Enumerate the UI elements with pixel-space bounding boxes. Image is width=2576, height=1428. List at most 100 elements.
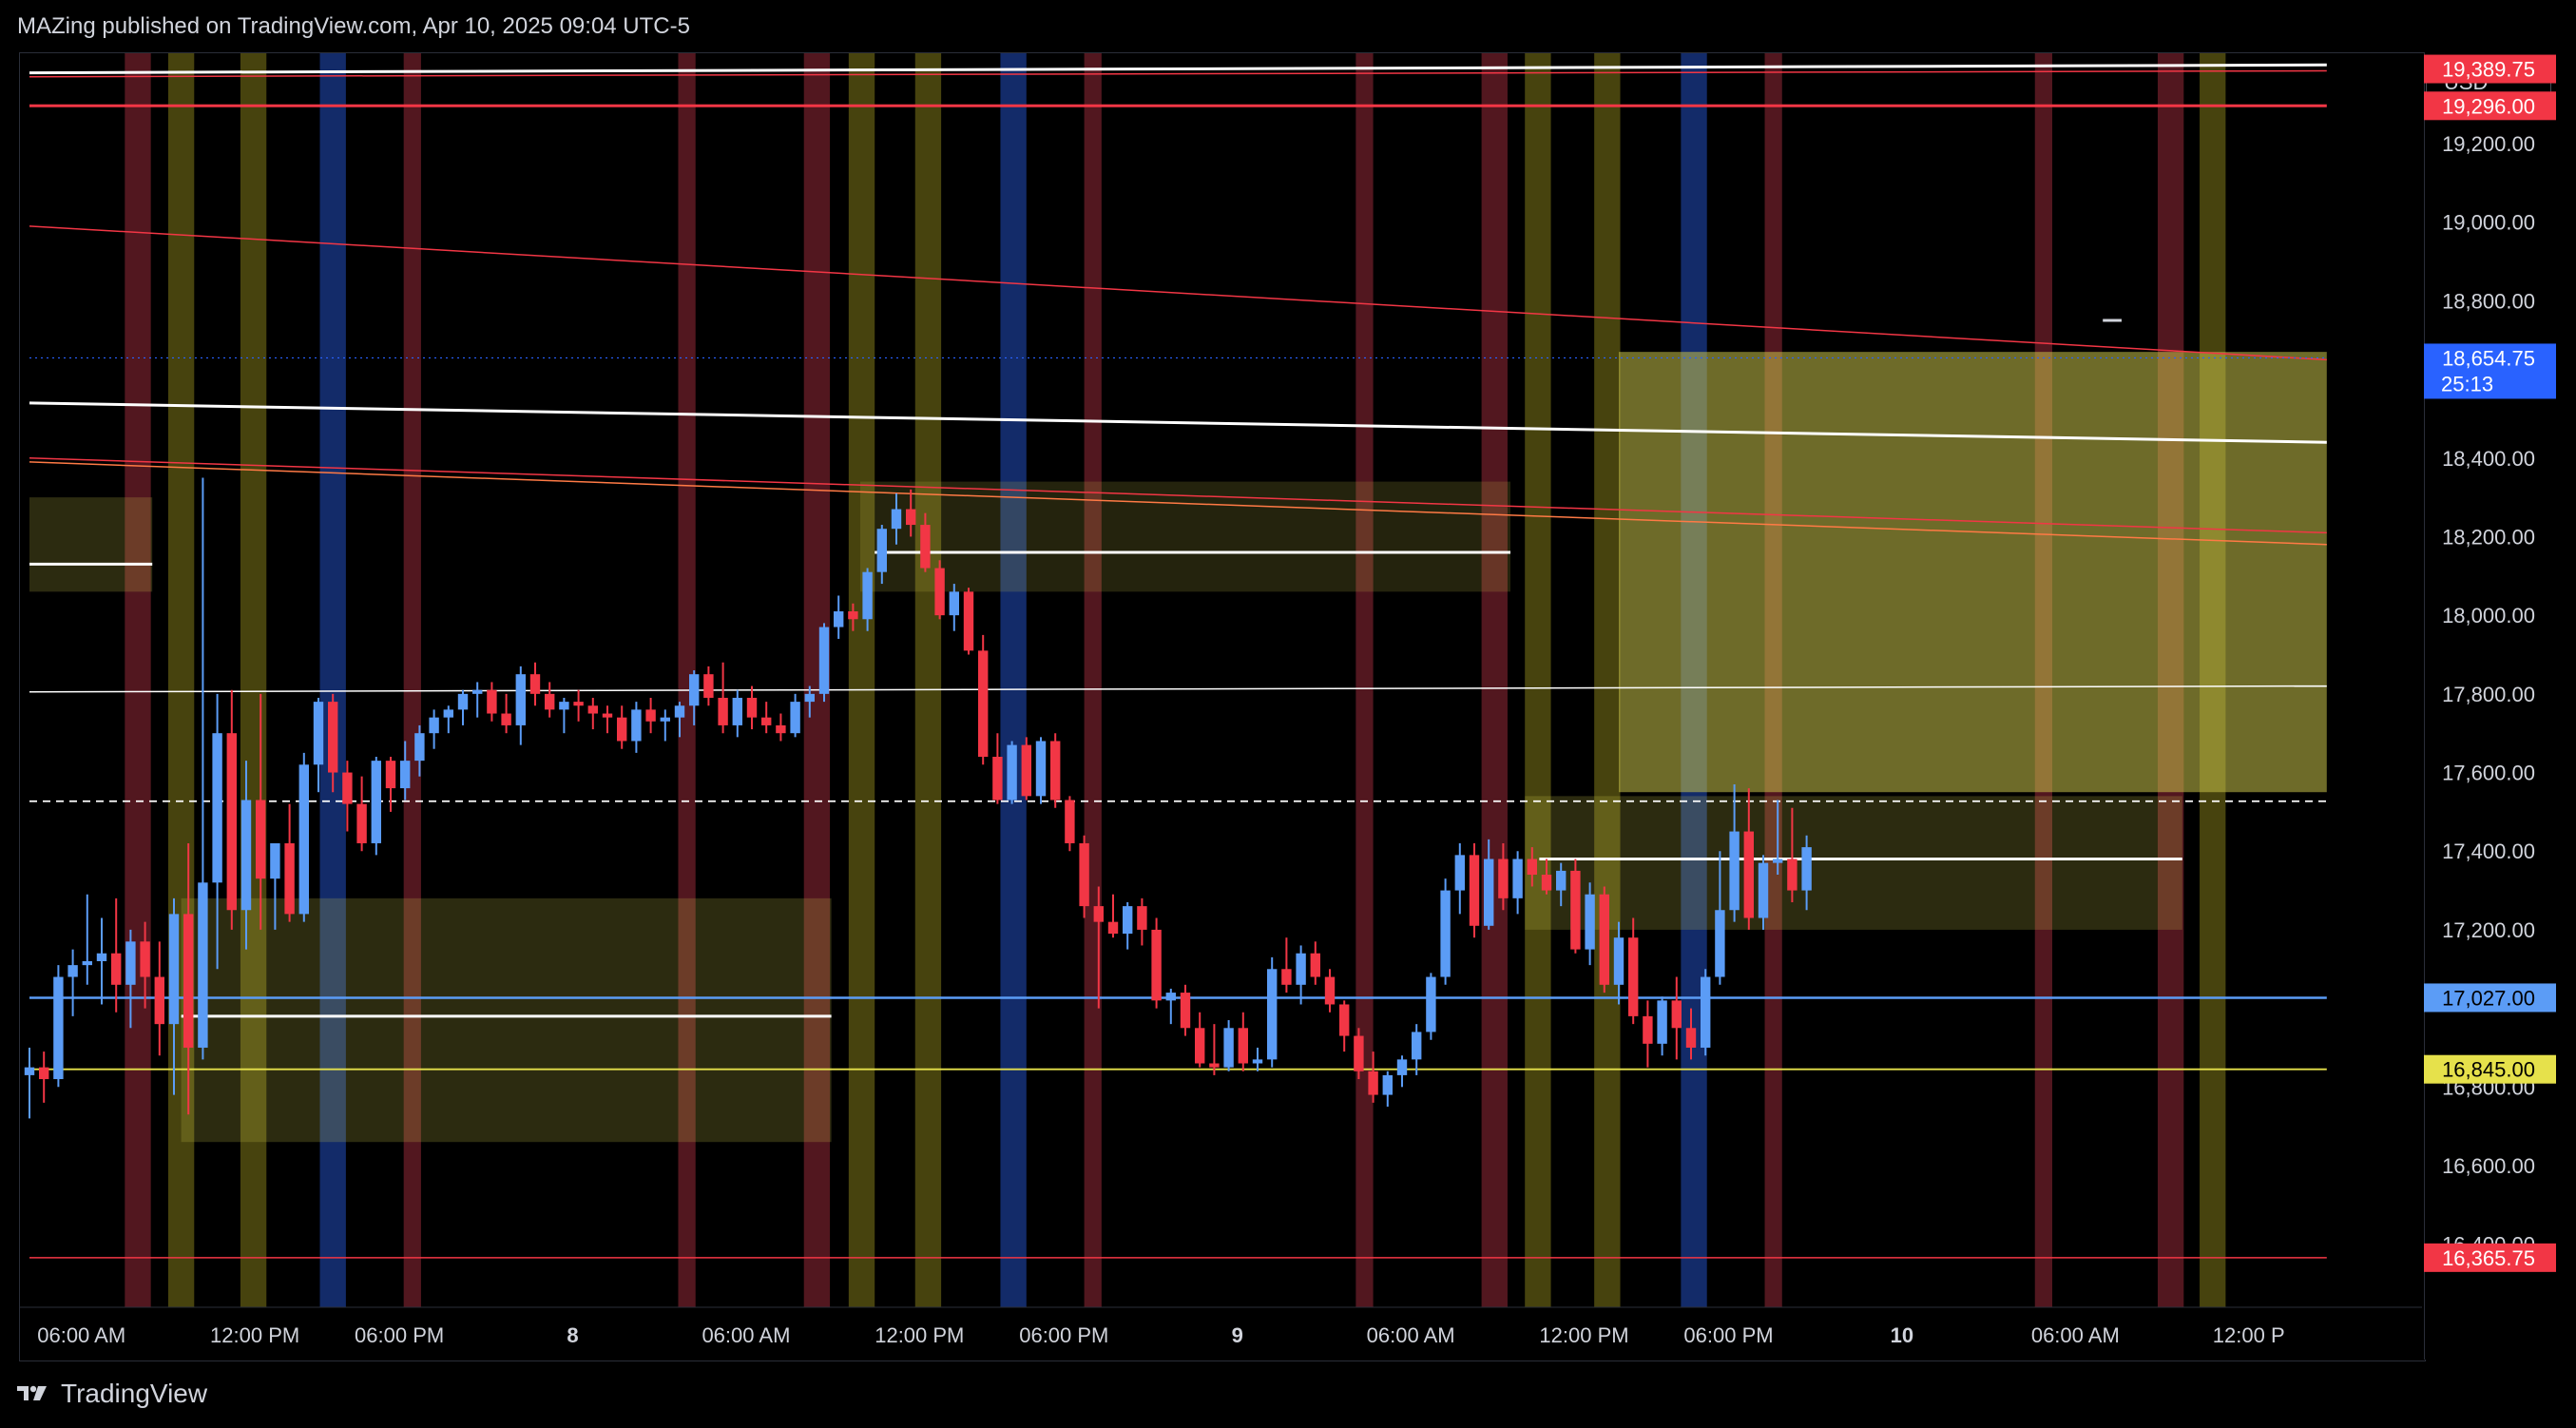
price-badge-label: 18,654.75 bbox=[2442, 346, 2535, 370]
candle-body bbox=[270, 842, 280, 879]
price-zone bbox=[1619, 352, 2327, 793]
candle-body bbox=[82, 961, 92, 966]
candle-body bbox=[1035, 741, 1047, 797]
candle-body bbox=[212, 733, 222, 883]
killzone-red bbox=[125, 53, 151, 1307]
candle-body bbox=[385, 761, 396, 789]
candle-body bbox=[1498, 859, 1509, 898]
x-tick-label: 12:00 PM bbox=[875, 1323, 964, 1347]
candle-body bbox=[1787, 859, 1797, 891]
candle-body bbox=[111, 953, 122, 985]
price-badge-label: 17,027.00 bbox=[2442, 986, 2535, 1010]
candle-body bbox=[949, 591, 959, 616]
candle-body bbox=[862, 571, 873, 620]
candle-body bbox=[1469, 855, 1480, 926]
candle-body bbox=[429, 717, 439, 734]
y-tick-label: 17,800.00 bbox=[2442, 683, 2535, 706]
killzone-yellow bbox=[1525, 53, 1551, 1307]
level-line bbox=[29, 69, 2327, 78]
candle-body bbox=[746, 697, 758, 718]
price-badge-label: 16,365.75 bbox=[2442, 1246, 2535, 1270]
killzone-blue bbox=[319, 53, 346, 1307]
candle-body bbox=[818, 627, 830, 694]
candle-body bbox=[198, 882, 208, 1048]
y-tick-label: 19,200.00 bbox=[2442, 132, 2535, 156]
candle-body bbox=[1440, 890, 1451, 977]
x-tick-label: 9 bbox=[1232, 1323, 1243, 1347]
countdown-label: 25:13 bbox=[2441, 372, 2493, 396]
killzone-red bbox=[678, 53, 696, 1307]
candle-body bbox=[1454, 855, 1465, 891]
candle-body bbox=[1484, 859, 1494, 926]
candle-body bbox=[1050, 741, 1061, 801]
candle-body bbox=[1729, 831, 1740, 911]
candle-body bbox=[920, 525, 931, 569]
price-badge bbox=[2424, 343, 2556, 399]
y-tick-label: 18,200.00 bbox=[2442, 525, 2535, 549]
candle-body bbox=[1685, 1028, 1697, 1048]
candle-body bbox=[67, 965, 78, 977]
candle-body bbox=[298, 764, 309, 915]
price-badge bbox=[2424, 1054, 2556, 1084]
candle-body bbox=[472, 689, 483, 694]
candle-body bbox=[1238, 1028, 1248, 1064]
candle-body bbox=[992, 757, 1003, 801]
candle-body bbox=[284, 842, 295, 915]
tradingview-logo[interactable]: TradingView bbox=[17, 1379, 207, 1409]
candle-body bbox=[1267, 969, 1278, 1060]
tradingview-logo-icon bbox=[17, 1385, 47, 1400]
level-line bbox=[29, 225, 2327, 361]
price-badge-label: 16,845.00 bbox=[2442, 1058, 2535, 1082]
x-tick-label: 06:00 AM bbox=[702, 1323, 790, 1347]
candle-body bbox=[906, 509, 916, 526]
candle-body bbox=[1195, 1028, 1205, 1064]
x-tick-label: 12:00 P bbox=[2213, 1323, 2285, 1347]
price-zone bbox=[860, 481, 1510, 592]
candle-body bbox=[1758, 862, 1769, 918]
candle-body bbox=[1123, 906, 1133, 935]
killzone-blue bbox=[1000, 53, 1027, 1307]
candle-body bbox=[457, 693, 469, 710]
candle-body bbox=[1556, 870, 1567, 891]
candle-body bbox=[1281, 969, 1292, 985]
price-badge-label: 19,389.75 bbox=[2442, 58, 2535, 82]
candle-body bbox=[602, 713, 613, 718]
x-tick-label: 8 bbox=[567, 1323, 578, 1347]
candle-body bbox=[1743, 831, 1754, 918]
candle-body bbox=[1801, 847, 1812, 891]
candle-body bbox=[1570, 870, 1581, 950]
candle-body bbox=[545, 693, 555, 710]
candle-body bbox=[1643, 1015, 1653, 1044]
candle-body bbox=[1310, 953, 1320, 977]
candle-body bbox=[1701, 976, 1711, 1048]
y-tick-label: 18,800.00 bbox=[2442, 289, 2535, 313]
x-tick-label: 06:00 PM bbox=[1683, 1323, 1773, 1347]
candle-body bbox=[703, 674, 714, 698]
killzone-yellow bbox=[167, 53, 195, 1307]
candle-body bbox=[963, 591, 974, 651]
candle-body bbox=[1107, 921, 1119, 935]
candle-body bbox=[1209, 1063, 1220, 1068]
killzone-red bbox=[1084, 53, 1102, 1307]
candle-body bbox=[1165, 993, 1176, 1001]
candle-body bbox=[96, 953, 107, 961]
price-badge bbox=[2424, 983, 2556, 1013]
candle-body bbox=[934, 568, 945, 616]
candle-body bbox=[1773, 859, 1783, 863]
candle-body bbox=[1527, 859, 1537, 876]
candle-body bbox=[1541, 875, 1552, 891]
candle-body bbox=[1585, 894, 1595, 950]
candle-body bbox=[1412, 1032, 1422, 1060]
price-scale[interactable] bbox=[2424, 52, 2557, 1360]
candle-body bbox=[140, 941, 150, 977]
candle-body bbox=[1151, 929, 1162, 1001]
candle-body bbox=[1599, 894, 1609, 985]
candle-body bbox=[776, 724, 786, 734]
level-line bbox=[29, 685, 2327, 693]
price-zone bbox=[29, 497, 153, 592]
candle-body bbox=[154, 976, 164, 1025]
candle-body bbox=[573, 702, 584, 706]
candle-body bbox=[689, 674, 700, 706]
tradingview-brand: TradingView bbox=[61, 1379, 208, 1408]
